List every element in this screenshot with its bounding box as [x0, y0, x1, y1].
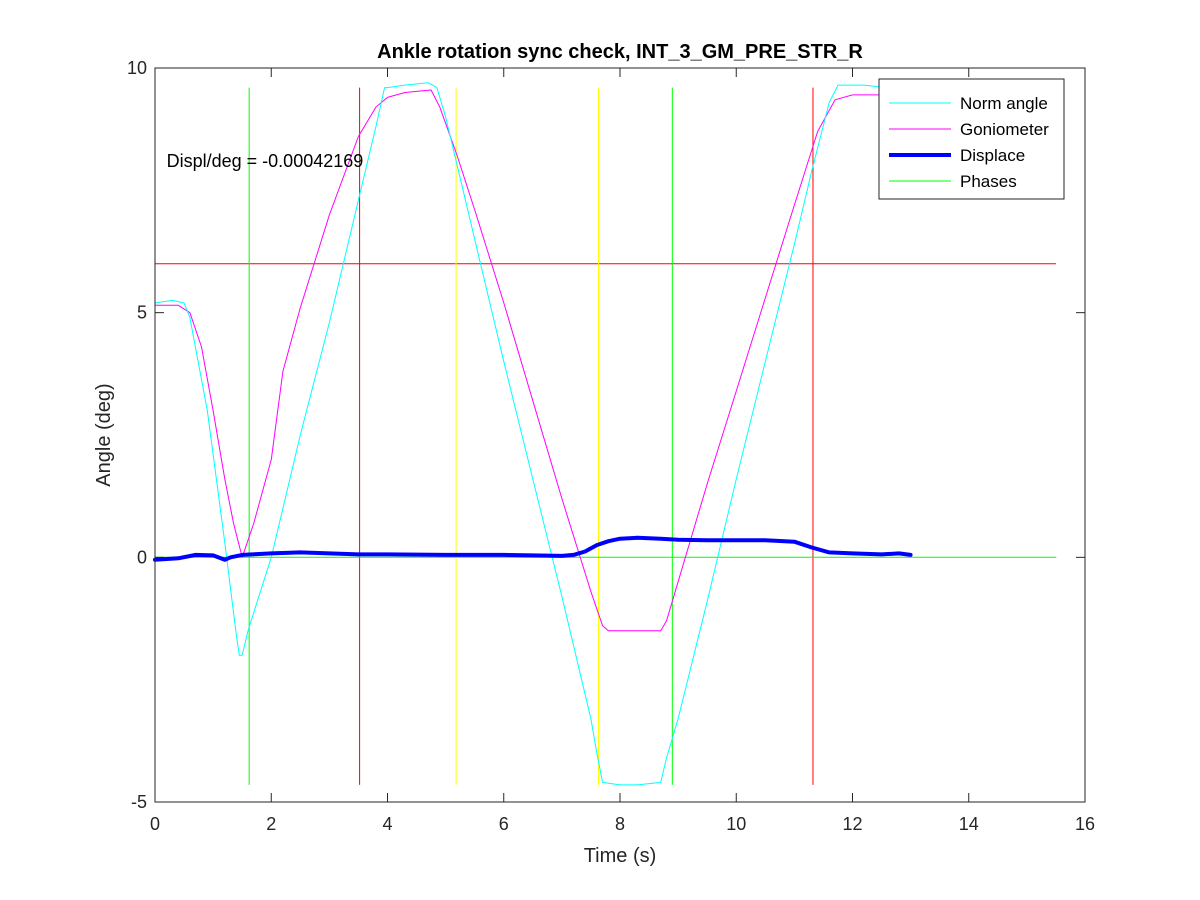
- x-tick-label: 14: [959, 814, 979, 834]
- legend-entry: Displace: [960, 146, 1025, 165]
- x-tick-label: 0: [150, 814, 160, 834]
- x-tick-label: 16: [1075, 814, 1095, 834]
- x-tick-label: 6: [499, 814, 509, 834]
- x-tick-label: 8: [615, 814, 625, 834]
- y-tick-label: 10: [127, 58, 147, 78]
- chart-title: Ankle rotation sync check, INT_3_GM_PRE_…: [377, 41, 863, 63]
- y-tick-label: 0: [137, 547, 147, 567]
- x-axis-label: Time (s): [584, 845, 657, 867]
- x-tick-label: 4: [382, 814, 392, 834]
- y-axis-label: Angle (deg): [93, 383, 115, 486]
- legend-entry: Phases: [960, 172, 1017, 191]
- y-tick-label: 5: [137, 303, 147, 323]
- x-tick-label: 10: [726, 814, 746, 834]
- displacement-annotation: Displ/deg = -0.00042169: [167, 151, 364, 171]
- y-tick-label: -5: [131, 792, 147, 812]
- legend-entry: Goniometer: [960, 120, 1049, 139]
- legend: Norm angle Goniometer Displace Phases: [879, 79, 1064, 199]
- legend-entry: Norm angle: [960, 94, 1048, 113]
- x-tick-label: 2: [266, 814, 276, 834]
- x-tick-label: 12: [842, 814, 862, 834]
